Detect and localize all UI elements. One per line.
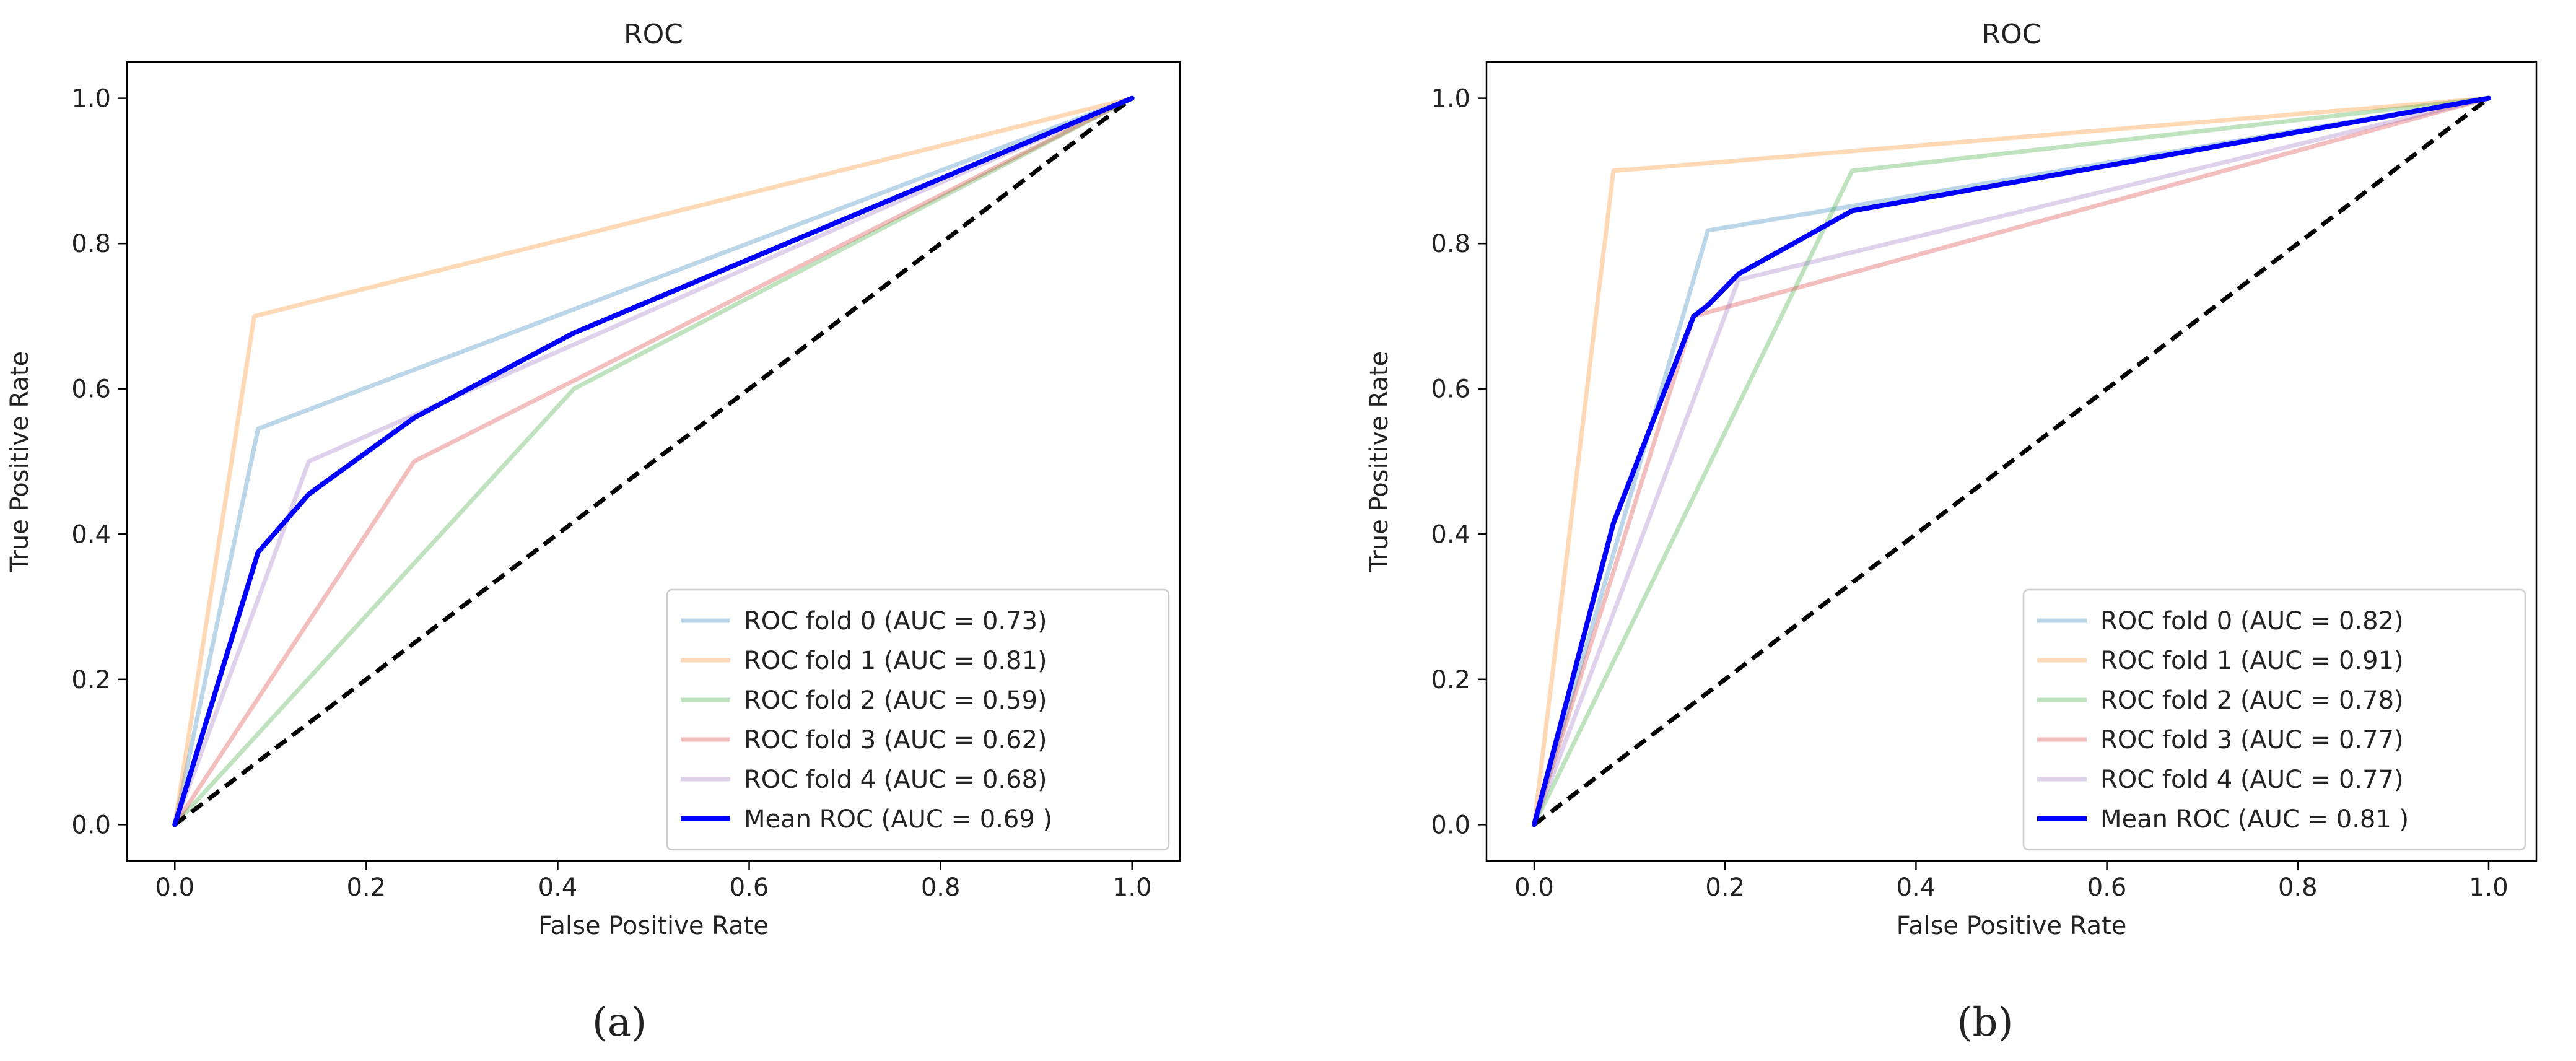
roc-fold-2-line	[172, 96, 1135, 827]
x-tick-label: 0.4	[538, 873, 578, 902]
chance-diagonal-line	[1532, 96, 2491, 827]
legend-entry: ROC fold 1 (AUC = 0.81)	[744, 647, 1047, 675]
roc-fold-4-line	[172, 96, 1135, 827]
legend-entry: Mean ROC (AUC = 0.81 )	[2100, 805, 2409, 834]
roc-fold-1-line	[1532, 96, 2491, 827]
legend-entry: ROC fold 0 (AUC = 0.82)	[2100, 607, 2404, 635]
y-tick-label: 1.0	[71, 85, 111, 113]
legend-box	[2022, 588, 2526, 851]
y-tick-label: 0.6	[1431, 375, 1470, 404]
y-axis-label: True Positive Rate	[6, 351, 34, 572]
legend-entry: Mean ROC (AUC = 0.69 )	[744, 805, 1052, 834]
y-tick-label: 0.4	[71, 520, 111, 549]
legend-entry: ROC fold 3 (AUC = 0.77)	[2100, 726, 2404, 754]
y-tick-label: 0.0	[71, 811, 111, 839]
x-tick-label: 0.2	[1705, 873, 1745, 902]
y-tick-label: 0.8	[71, 230, 111, 258]
roc-fold-0-line	[172, 96, 1135, 827]
y-tick-label: 0.4	[1431, 520, 1470, 549]
x-tick-label: 0.2	[347, 873, 386, 902]
legend-entry: ROC fold 4 (AUC = 0.68)	[744, 766, 1047, 794]
roc-fold-1-line	[172, 96, 1135, 827]
chart-title: ROC	[624, 19, 683, 50]
legend-entry: ROC fold 1 (AUC = 0.91)	[2100, 647, 2404, 675]
roc-fold-2-line	[1532, 96, 2491, 827]
x-tick-label: 0.4	[1897, 873, 1936, 902]
plot-frame	[1485, 61, 2538, 862]
roc-fold-4-line	[1532, 96, 2491, 827]
y-axis-label: True Positive Rate	[1365, 351, 1394, 572]
panel-label-text: (b)	[1957, 1000, 2014, 1046]
x-tick-label: 1.0	[2469, 873, 2508, 902]
y-tick-label: 0.2	[71, 666, 111, 694]
x-tick-label: 0.0	[155, 873, 194, 902]
x-tick-label: 0.6	[730, 873, 769, 902]
legend-entry: ROC fold 3 (AUC = 0.62)	[744, 726, 1047, 754]
x-tick-label: 0.0	[1514, 873, 1554, 902]
x-tick-label: 0.8	[2278, 873, 2318, 902]
x-tick-label: 1.0	[1112, 873, 1152, 902]
roc-chart-a: ROC False Positive Rate True Positive Ra…	[6, 19, 1181, 1046]
panel-label-text: (a)	[592, 1000, 647, 1046]
x-tick-label: 0.8	[921, 873, 961, 902]
panel-label: (b)	[1957, 1000, 2014, 1046]
y-tick-label: 0.2	[1431, 666, 1470, 694]
y-tick-label: 0.8	[1431, 230, 1470, 258]
legend-entry: ROC fold 0 (AUC = 0.73)	[744, 607, 1047, 635]
mean-roc-line	[1532, 95, 2491, 827]
y-tick-label: 1.0	[1431, 85, 1470, 113]
panel-label: (a)	[592, 1000, 647, 1046]
chance-diagonal-line	[173, 96, 1133, 827]
x-tick-label: 0.6	[2087, 873, 2127, 902]
chart-title: ROC	[1982, 19, 2041, 50]
legend-entry: ROC fold 2 (AUC = 0.78)	[2100, 686, 2404, 715]
y-tick-label: 0.6	[71, 375, 111, 404]
plot-frame	[126, 61, 1181, 862]
legend: ROC fold 0 (AUC = 0.82) ROC fold 1 (AUC =…	[2022, 588, 2526, 851]
mean-roc-line	[172, 95, 1135, 827]
legend-entry: ROC fold 4 (AUC = 0.77)	[2100, 766, 2404, 794]
legend: ROC fold 0 (AUC = 0.73) ROC fold 1 (AUC =…	[666, 588, 1170, 851]
legend-entry: ROC fold 2 (AUC = 0.59)	[744, 686, 1047, 715]
y-tick-label: 0.0	[1431, 811, 1470, 839]
x-axis-label: False Positive Rate	[1897, 912, 2127, 940]
roc-chart-b: ROC False Positive Rate True Positive Ra…	[1365, 19, 2538, 1046]
legend-box	[666, 588, 1170, 851]
roc-fold-3-line	[172, 96, 1135, 827]
x-axis-label: False Positive Rate	[538, 912, 769, 940]
